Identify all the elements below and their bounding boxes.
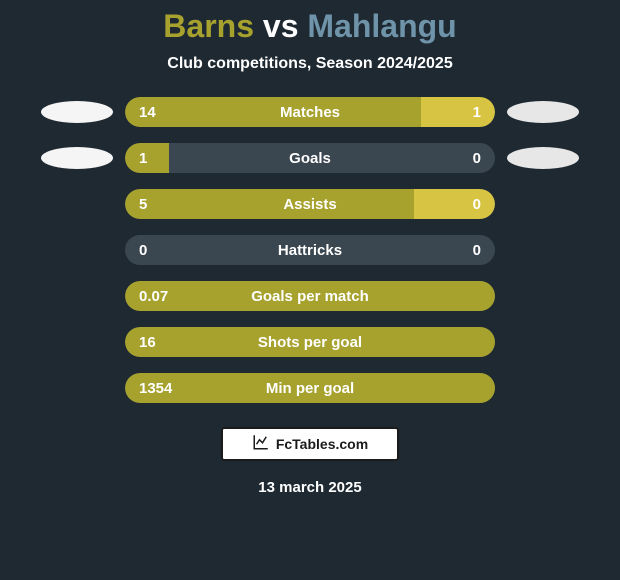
- stat-label: Shots per goal: [125, 334, 495, 351]
- branding-badge: FcTables.com: [221, 427, 399, 461]
- page-title: Barns vs Mahlangu: [0, 8, 620, 45]
- stat-bar: 00Hattricks: [125, 235, 495, 265]
- player2-marker: [507, 147, 579, 169]
- stat-row: 0.07Goals per match: [0, 281, 620, 311]
- stat-label: Assists: [125, 196, 495, 213]
- player1-marker: [41, 147, 113, 169]
- stat-bar: 50Assists: [125, 189, 495, 219]
- player2-marker: [507, 101, 579, 123]
- stat-row: 50Assists: [0, 189, 620, 219]
- stats-rows: 141Matches 10Goals 50Assists 00Hattricks 0.0…: [0, 97, 620, 403]
- stat-row: 16Shots per goal: [0, 327, 620, 357]
- player1-marker: [41, 101, 113, 123]
- date-text: 13 march 2025: [0, 479, 620, 496]
- stat-bar: 1354Min per goal: [125, 373, 495, 403]
- title-player2: Mahlangu: [307, 8, 456, 44]
- title-vs: vs: [263, 8, 299, 44]
- stat-row: 10Goals: [0, 143, 620, 173]
- stat-label: Goals per match: [125, 288, 495, 305]
- branding-text: FcTables.com: [276, 436, 368, 452]
- chart-icon: [252, 433, 270, 456]
- stat-row: 1354Min per goal: [0, 373, 620, 403]
- stat-row: 141Matches: [0, 97, 620, 127]
- title-player1: Barns: [163, 8, 254, 44]
- stat-bar: 141Matches: [125, 97, 495, 127]
- subtitle: Club competitions, Season 2024/2025: [0, 55, 620, 73]
- stat-label: Goals: [125, 150, 495, 167]
- stat-bar: 0.07Goals per match: [125, 281, 495, 311]
- stat-label: Matches: [125, 104, 495, 121]
- stat-bar: 10Goals: [125, 143, 495, 173]
- comparison-infographic: Barns vs Mahlangu Club competitions, Sea…: [0, 0, 620, 580]
- stat-label: Hattricks: [125, 242, 495, 259]
- stat-row: 00Hattricks: [0, 235, 620, 265]
- stat-bar: 16Shots per goal: [125, 327, 495, 357]
- stat-label: Min per goal: [125, 380, 495, 397]
